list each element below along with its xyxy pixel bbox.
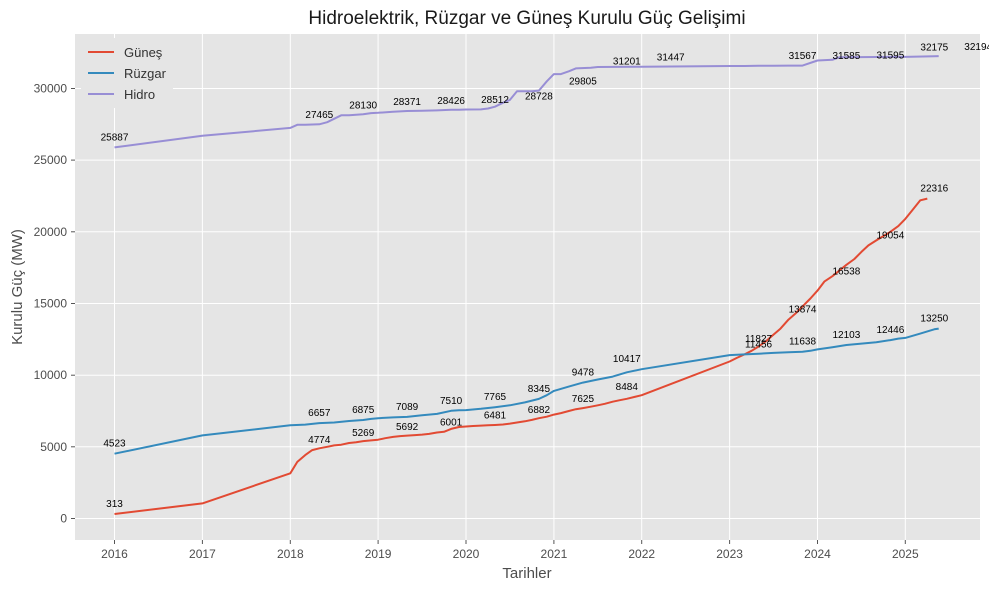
x-tick-label: 2017 (189, 547, 216, 561)
data-label-ruzgar: 8345 (528, 384, 551, 395)
data-label-gunes: 19054 (876, 230, 904, 241)
data-label-hidro: 28728 (525, 92, 553, 103)
series-lines (114, 55, 939, 515)
data-label-ruzgar: 11638 (789, 337, 817, 348)
y-tick-label: 5000 (40, 440, 67, 454)
x-tick-label: 2025 (892, 547, 919, 561)
data-label-gunes: 16538 (832, 266, 860, 277)
series-line-ruzgar (114, 327, 939, 455)
legend-label-hidro: Hidro (124, 87, 155, 102)
chart-title: Hidroelektrik, Rüzgar ve Güneş Kurulu Gü… (308, 8, 745, 29)
data-label-gunes: 6481 (484, 411, 507, 422)
data-label-ruzgar: 4523 (103, 439, 126, 450)
data-label-hidro: 25887 (101, 132, 129, 143)
y-tick-label: 0 (60, 512, 67, 526)
x-tick-label: 2016 (101, 547, 128, 561)
data-label-ruzgar: 7510 (440, 396, 463, 407)
x-tick-label: 2020 (453, 547, 480, 561)
data-label-gunes: 5269 (352, 428, 375, 439)
legend: Güneş Rüzgar Hidro (81, 38, 173, 108)
data-labels: 313 4774 5269 5692 6001 6481 6882 7625 8484 11456… (101, 42, 989, 510)
data-label-hidro: 31567 (789, 51, 817, 62)
data-label-ruzgar: 7089 (396, 402, 419, 413)
series-line-hidro (114, 55, 939, 149)
data-label-gunes: 313 (106, 499, 123, 510)
x-tick-label: 2024 (804, 547, 831, 561)
data-label-gunes: 5692 (396, 422, 419, 433)
data-label-hidro: 31585 (832, 51, 860, 62)
data-label-hidro: 31447 (657, 53, 685, 64)
x-tick-label: 2022 (628, 547, 655, 561)
data-label-ruzgar: 9478 (572, 368, 595, 379)
data-label-gunes: 13874 (789, 305, 817, 316)
data-label-gunes: 6001 (440, 418, 463, 429)
data-label-hidro: 32194 (964, 42, 989, 53)
y-axis-title: Kurulu Güç (MW) (9, 229, 26, 345)
data-label-hidro: 27465 (305, 110, 333, 121)
legend-label-gunes: Güneş (124, 45, 163, 60)
data-label-ruzgar: 12446 (876, 325, 904, 336)
x-tick-label: 2019 (365, 547, 392, 561)
data-label-gunes: 7625 (572, 394, 595, 405)
data-label-ruzgar: 12103 (832, 330, 860, 341)
grid (75, 34, 980, 540)
plot-area (75, 34, 980, 540)
data-label-ruzgar: 11827 (745, 334, 773, 345)
data-label-hidro: 28512 (481, 95, 509, 106)
data-label-gunes: 22316 (920, 184, 948, 195)
data-label-hidro: 31201 (613, 56, 641, 67)
data-label-ruzgar: 10417 (613, 354, 641, 365)
x-axis-ticks: 2016 2017 2018 2019 2020 2021 2022 2023 2024 2025 (101, 540, 919, 561)
data-label-gunes: 8484 (616, 382, 639, 393)
y-tick-label: 20000 (34, 225, 68, 239)
y-tick-label: 30000 (34, 82, 68, 96)
x-tick-label: 2021 (541, 547, 568, 561)
x-tick-label: 2018 (277, 547, 304, 561)
data-label-ruzgar: 6875 (352, 405, 375, 416)
y-axis-ticks: 0 5000 10000 15000 20000 25000 30000 (34, 82, 75, 526)
series-line-gunes (114, 197, 928, 515)
data-label-hidro: 31595 (876, 51, 904, 62)
data-label-ruzgar: 13250 (920, 314, 948, 325)
data-label-hidro: 29805 (569, 76, 597, 87)
data-label-hidro: 28130 (349, 100, 377, 111)
data-label-gunes: 11456 (745, 339, 773, 350)
y-tick-label: 15000 (34, 297, 68, 311)
data-label-hidro: 28426 (437, 96, 465, 107)
data-label-hidro: 28371 (393, 97, 421, 108)
x-axis-title: Tarihler (502, 565, 551, 582)
data-label-hidro: 32175 (920, 42, 948, 53)
y-tick-label: 10000 (34, 368, 68, 382)
y-tick-label: 25000 (34, 153, 68, 167)
data-label-ruzgar: 7765 (484, 392, 507, 403)
data-label-ruzgar: 6657 (308, 408, 331, 419)
x-tick-label: 2023 (716, 547, 743, 561)
data-label-gunes: 6882 (528, 405, 551, 416)
data-label-gunes: 4774 (308, 435, 331, 446)
legend-label-ruzgar: Rüzgar (124, 66, 167, 81)
